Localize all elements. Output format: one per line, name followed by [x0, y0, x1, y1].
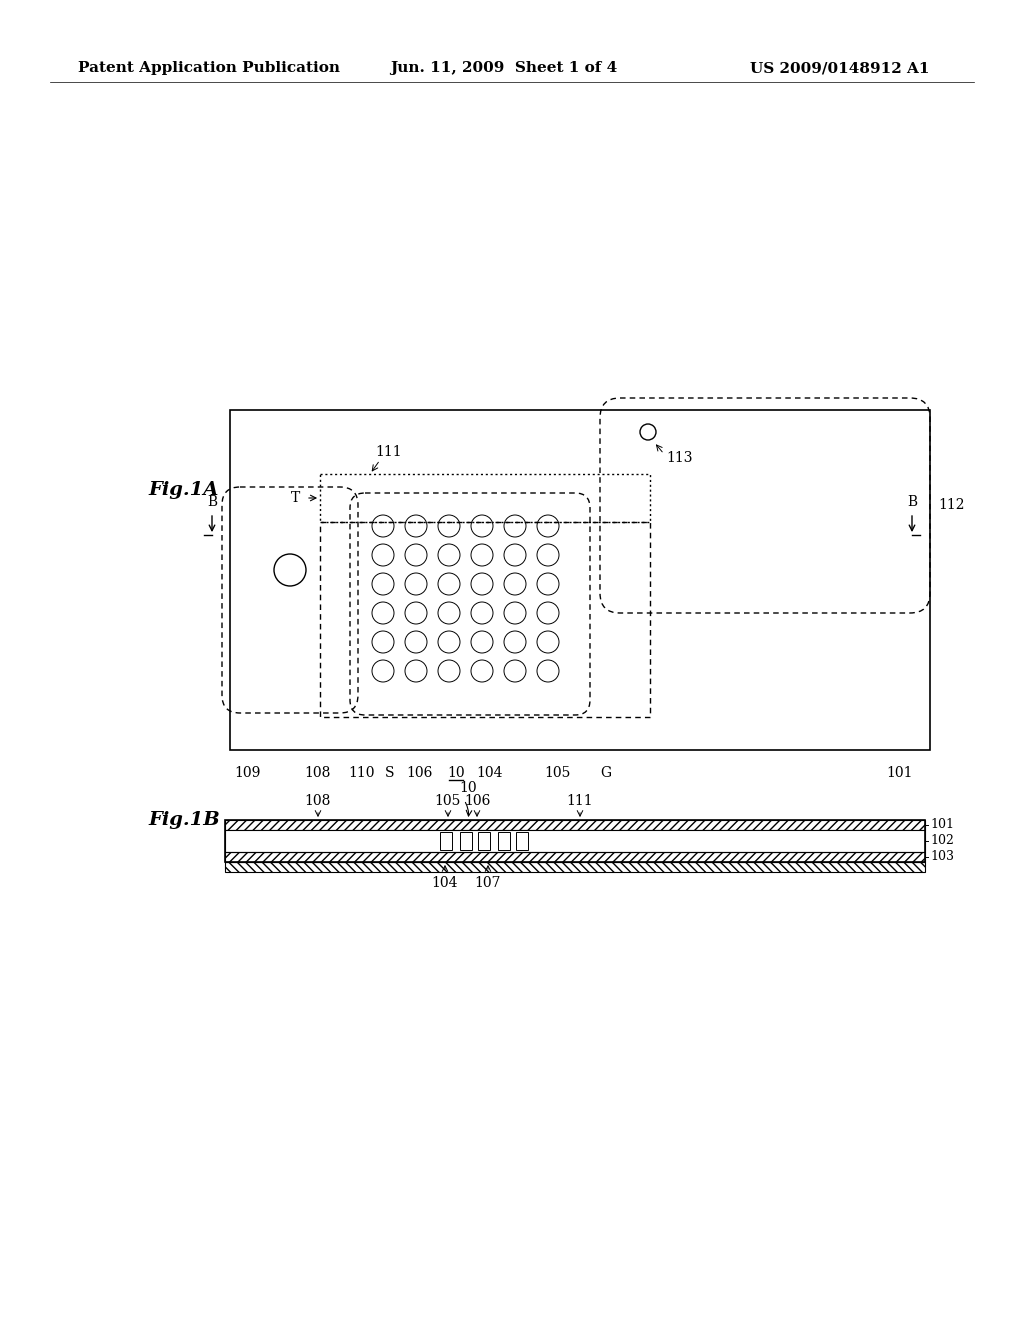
- Text: 106: 106: [464, 795, 490, 808]
- Bar: [478, 832, 490, 850]
- Text: 111: 111: [566, 795, 593, 808]
- Text: Fig.1A: Fig.1A: [148, 480, 218, 499]
- Bar: [319, 521, 650, 717]
- Text: B: B: [207, 495, 217, 510]
- Bar: [460, 832, 472, 850]
- Text: 104: 104: [432, 876, 459, 890]
- Text: US 2009/0148912 A1: US 2009/0148912 A1: [750, 61, 930, 75]
- Text: 103: 103: [930, 850, 954, 863]
- Text: 102: 102: [930, 834, 954, 847]
- Bar: [225, 862, 925, 873]
- Bar: [225, 830, 925, 851]
- Bar: [225, 820, 925, 862]
- Text: 111: 111: [375, 445, 401, 459]
- Bar: [440, 832, 452, 850]
- Text: 107: 107: [475, 876, 502, 890]
- Text: 10: 10: [447, 766, 465, 780]
- Text: Jun. 11, 2009  Sheet 1 of 4: Jun. 11, 2009 Sheet 1 of 4: [390, 61, 617, 75]
- Text: S: S: [385, 766, 394, 780]
- Bar: [230, 411, 930, 750]
- Text: 101: 101: [887, 766, 913, 780]
- Text: 110: 110: [349, 766, 375, 780]
- Text: Fig.1B: Fig.1B: [148, 810, 220, 829]
- Text: Patent Application Publication: Patent Application Publication: [78, 61, 340, 75]
- Bar: [498, 832, 510, 850]
- Text: 101: 101: [930, 818, 954, 832]
- Text: 108: 108: [305, 795, 331, 808]
- Text: 10: 10: [459, 781, 477, 795]
- Bar: [516, 832, 528, 850]
- Bar: [319, 474, 650, 521]
- Text: 105: 105: [544, 766, 570, 780]
- Text: G: G: [600, 766, 611, 780]
- Text: 104: 104: [477, 766, 503, 780]
- Text: T: T: [291, 491, 300, 506]
- Bar: [225, 851, 925, 862]
- Text: 112: 112: [938, 498, 965, 512]
- Text: 109: 109: [234, 766, 261, 780]
- Text: 108: 108: [305, 766, 331, 780]
- Bar: [225, 820, 925, 830]
- Text: 105: 105: [435, 795, 461, 808]
- Text: 113: 113: [666, 451, 692, 465]
- Text: 106: 106: [407, 766, 433, 780]
- Text: B: B: [907, 495, 918, 510]
